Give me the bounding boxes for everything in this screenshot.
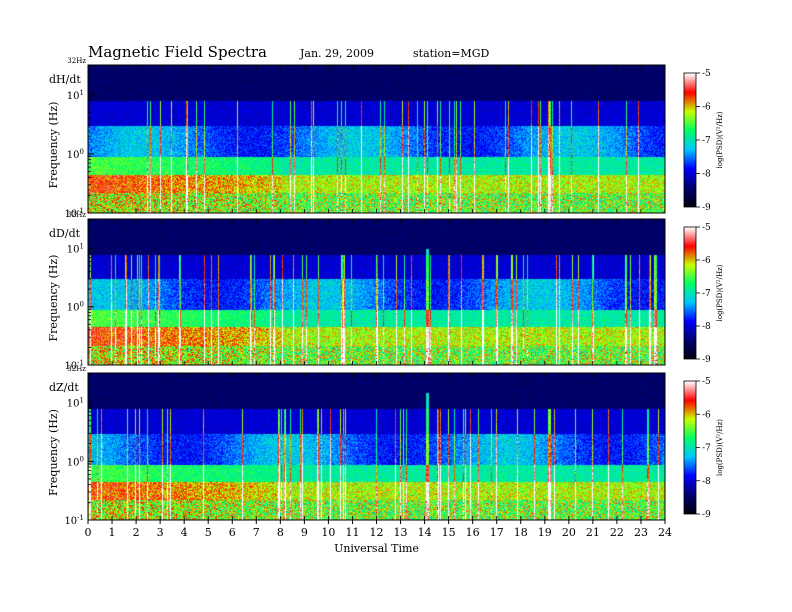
x-axis-label: Universal Time [334, 542, 419, 555]
colorbar-tick-label: -5 [702, 69, 711, 79]
x-tick-label: 20 [562, 526, 576, 539]
x-tick-label: 11 [345, 526, 359, 539]
y-tick-label: 10-1 [64, 207, 84, 220]
chart-title: Magnetic Field Spectra [88, 43, 267, 61]
x-tick-label: 7 [253, 526, 260, 539]
colorbar-tick-label: -5 [702, 223, 711, 233]
colorbar-tick-label: -7 [702, 444, 711, 454]
y-tick-label: 101 [67, 89, 84, 102]
x-tick-label: 8 [277, 526, 284, 539]
y-tick-label: 100 [67, 148, 84, 161]
x-tick-label: 23 [634, 526, 648, 539]
panel-label: dZ/dt [49, 381, 79, 394]
colorbar-label: log(PSD)(V²/Hz) [716, 111, 724, 168]
colorbar-tick-label: -9 [702, 510, 711, 520]
x-tick-label: 22 [610, 526, 624, 539]
x-tick-label: 1 [109, 526, 116, 539]
x-tick-label: 14 [418, 526, 432, 539]
y-axis-label: Frequency (Hz) [47, 409, 60, 496]
colorbar-label: log(PSD)(V²/Hz) [716, 264, 724, 321]
colorbar-tick-label: -8 [702, 477, 711, 487]
y-top-label: 32Hz [67, 211, 86, 219]
y-axis-label: Frequency (Hz) [47, 102, 60, 189]
colorbar-label: log(PSD)(V²/Hz) [716, 419, 724, 476]
x-tick-label: 6 [229, 526, 236, 539]
spectrogram-3 [88, 373, 665, 520]
colorbar-tick-label: -6 [702, 256, 711, 266]
x-tick-label: 15 [442, 526, 456, 539]
panel-label: dD/dt [49, 227, 81, 240]
colorbar-tick-label: -9 [702, 355, 711, 365]
y-tick-label: 100 [67, 455, 84, 468]
x-tick-label: 24 [658, 526, 672, 539]
x-tick-label: 5 [205, 526, 212, 539]
x-tick-label: 16 [466, 526, 480, 539]
x-tick-label: 19 [538, 526, 552, 539]
colorbar-2 [684, 227, 696, 359]
x-tick-label: 10 [321, 526, 335, 539]
x-tick-label: 3 [157, 526, 164, 539]
colorbar-tick-label: -7 [702, 136, 711, 146]
colorbar-tick-label: -8 [702, 322, 711, 332]
y-tick-label: 10-1 [64, 359, 84, 372]
colorbar-tick-label: -9 [702, 203, 711, 213]
colorbar-tick-label: -7 [702, 289, 711, 299]
panel-label: dH/dt [49, 73, 81, 86]
colorbar-tick-label: -6 [702, 103, 711, 113]
colorbar-tick-label: -6 [702, 410, 711, 420]
x-tick-label: 18 [514, 526, 528, 539]
colorbar-tick-label: -5 [702, 377, 711, 387]
x-tick-label: 2 [133, 526, 140, 539]
x-tick-label: 9 [301, 526, 308, 539]
x-tick-label: 12 [370, 526, 384, 539]
x-tick-label: 17 [490, 526, 504, 539]
station-label: station=MGD [413, 47, 490, 60]
x-tick-label: 0 [85, 526, 92, 539]
y-tick-label: 101 [67, 397, 84, 410]
spectrogram-1 [88, 65, 665, 213]
spectrogram-2 [88, 219, 665, 365]
colorbar-1 [684, 73, 696, 207]
colorbar-tick-label: -8 [702, 170, 711, 180]
x-tick-label: 13 [394, 526, 408, 539]
y-top-label: 32Hz [67, 365, 86, 373]
y-tick-label: 101 [67, 242, 84, 255]
x-tick-label: 4 [181, 526, 188, 539]
y-tick-label: 100 [67, 301, 84, 314]
y-tick-label: 10-1 [64, 514, 84, 527]
y-top-label: 32Hz [67, 57, 86, 65]
colorbar-3 [684, 381, 696, 514]
x-tick-label: 21 [586, 526, 600, 539]
chart-date: Jan. 29, 2009 [300, 47, 375, 60]
y-axis-label: Frequency (Hz) [47, 255, 60, 342]
